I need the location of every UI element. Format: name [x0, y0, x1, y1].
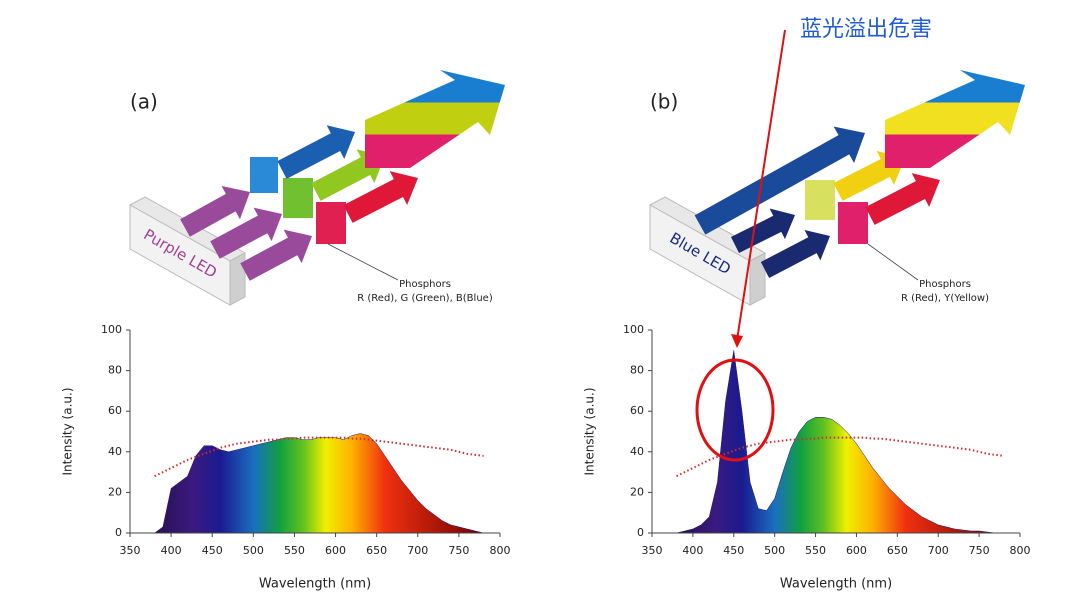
pointer [327, 243, 399, 281]
y-tick-label: 20 [630, 485, 644, 498]
x-tick-label: 800 [490, 544, 511, 557]
y-tick-label: 80 [630, 364, 644, 377]
spectrum-area [153, 433, 484, 534]
led-side [749, 252, 766, 306]
y-axis-label: Intensity (a.u.) [583, 388, 597, 476]
y-tick-label: 80 [108, 364, 122, 377]
y-tick-label: 40 [630, 445, 644, 458]
arrow [730, 208, 795, 254]
x-tick-label: 500 [764, 544, 785, 557]
arrow [865, 173, 940, 225]
x-tick-label: 700 [928, 544, 949, 557]
annotation-arrow [736, 29, 786, 341]
highlight-ellipse [695, 358, 775, 462]
y-tick-label: 40 [108, 445, 122, 458]
x-tick-label: 800 [1010, 544, 1031, 557]
y-tick-label: 20 [108, 485, 122, 498]
phosphor-block [283, 178, 313, 218]
pointer [867, 243, 919, 281]
x-tick-label: 600 [846, 544, 867, 557]
reference-line [154, 436, 484, 478]
spectrum-area [676, 350, 1004, 534]
y-tick-label: 100 [623, 323, 644, 336]
panel-label: (a) [130, 90, 158, 114]
x-tick-label: 450 [723, 544, 744, 557]
white-light-arrow [885, 70, 1025, 168]
x-axis-label: Wavelength (nm) [780, 577, 892, 592]
phosphor-block [316, 202, 346, 244]
arrow [180, 186, 250, 237]
x-tick-label: 700 [407, 544, 428, 557]
x-axis-label: Wavelength (nm) [259, 577, 371, 592]
x-tick-label: 600 [325, 544, 346, 557]
arrow [694, 126, 865, 235]
arrow [210, 207, 282, 259]
annotation: 蓝光溢出危害 [800, 17, 932, 42]
y-axis-label: Intensity (a.u.) [61, 388, 75, 476]
y-tick-label: 60 [108, 404, 122, 417]
y-tick-label: 60 [630, 404, 644, 417]
phosphors-list: R (Red), Y(Yellow) [901, 293, 989, 304]
x-tick-label: 550 [805, 544, 826, 557]
arrow [760, 230, 830, 278]
arrow-head [731, 334, 743, 348]
x-tick-label: 400 [161, 544, 182, 557]
white-light-arrow [365, 70, 505, 168]
x-tick-label: 550 [284, 544, 305, 557]
x-tick-label: 450 [202, 544, 223, 557]
phosphor-block [250, 157, 278, 193]
led-side [229, 252, 246, 306]
x-tick-label: 350 [120, 544, 141, 557]
x-tick-label: 750 [969, 544, 990, 557]
reference-line [676, 436, 1004, 478]
phosphors-list: R (Red), G (Green), B(Blue) [357, 293, 493, 304]
x-tick-label: 500 [243, 544, 264, 557]
arrow [240, 229, 312, 281]
x-tick-label: 650 [887, 544, 908, 557]
phosphors-title: Phosphors [919, 279, 971, 290]
arrow [343, 171, 418, 223]
panel-label: (b) [650, 90, 678, 114]
x-tick-label: 350 [642, 544, 663, 557]
phosphor-block [838, 202, 868, 244]
x-tick-label: 650 [366, 544, 387, 557]
phosphors-title: Phosphors [399, 279, 451, 290]
x-tick-label: 750 [448, 544, 469, 557]
y-tick-label: 100 [101, 323, 122, 336]
phosphor-block [805, 180, 835, 220]
x-tick-label: 400 [682, 544, 703, 557]
arrow [277, 125, 355, 179]
y-tick-label: 0 [637, 526, 644, 539]
y-tick-label: 0 [115, 526, 122, 539]
